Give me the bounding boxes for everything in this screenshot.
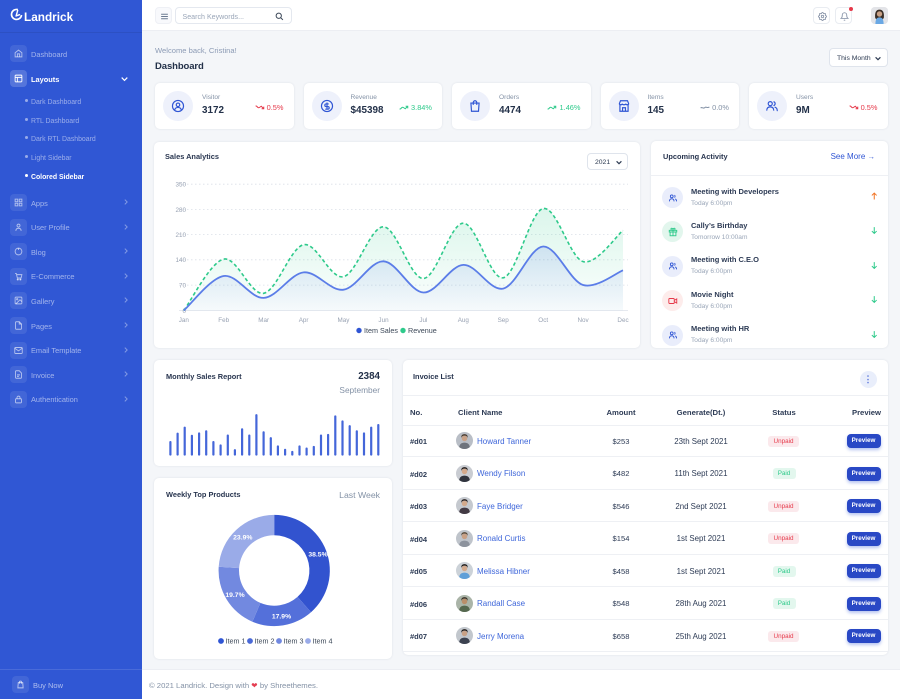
svg-text:Nov: Nov (577, 317, 589, 324)
svg-text:Dec: Dec (617, 317, 628, 324)
svg-text:140: 140 (175, 257, 186, 264)
svg-text:Item 4: Item 4 (313, 637, 333, 646)
svg-text:Revenue: Revenue (408, 326, 437, 335)
svg-text:Item 3: Item 3 (284, 637, 304, 646)
svg-text:Feb: Feb (218, 317, 229, 324)
svg-text:Item Sales: Item Sales (364, 326, 398, 335)
svg-text:Jun: Jun (378, 317, 389, 324)
svg-text:Aug: Aug (458, 317, 470, 324)
svg-text:Apr: Apr (299, 317, 309, 324)
svg-text:Item 2: Item 2 (255, 637, 275, 646)
svg-text:17.9%: 17.9% (272, 613, 291, 620)
svg-text:23.9%: 23.9% (233, 534, 252, 541)
svg-text:350: 350 (175, 182, 186, 189)
svg-text:Sep: Sep (498, 317, 510, 324)
svg-text:Jan: Jan (179, 317, 190, 324)
svg-text:0: 0 (182, 308, 186, 315)
svg-text:210: 210 (175, 232, 186, 239)
svg-text:Mar: Mar (258, 317, 269, 324)
svg-text:May: May (338, 317, 351, 324)
svg-text:38.5%: 38.5% (308, 552, 327, 559)
svg-text:19.7%: 19.7% (225, 592, 244, 599)
svg-text:70: 70 (179, 282, 187, 289)
svg-text:280: 280 (175, 207, 186, 214)
svg-text:Oct: Oct (538, 317, 548, 324)
svg-text:Item 1: Item 1 (226, 637, 246, 646)
svg-text:Jul: Jul (419, 317, 427, 324)
